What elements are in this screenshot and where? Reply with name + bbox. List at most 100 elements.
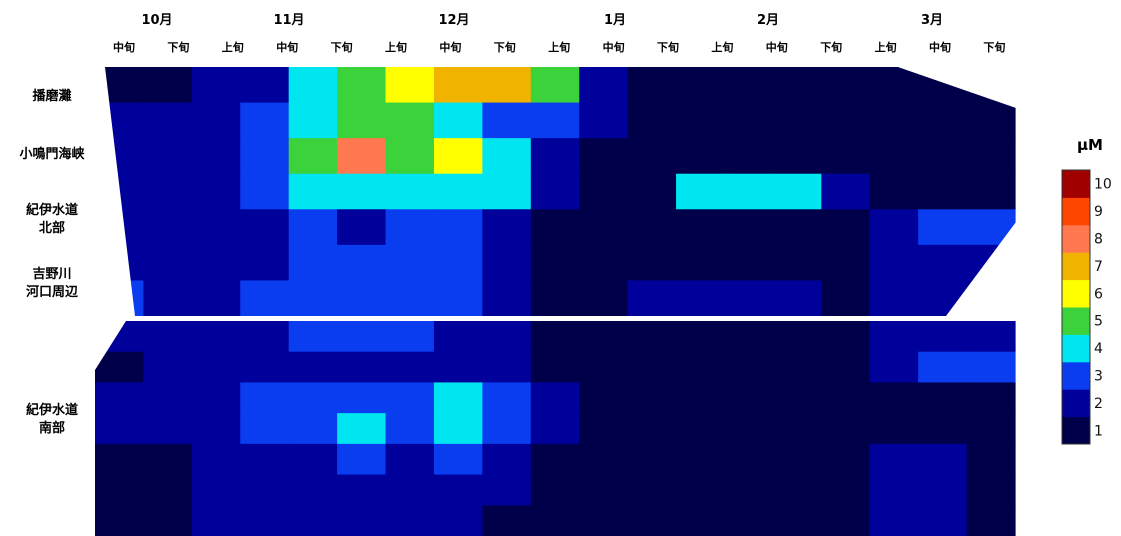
colorbar-swatch: [1062, 307, 1090, 335]
colorbar-swatch: [1062, 224, 1090, 253]
contour-cell: [966, 382, 1016, 414]
plot-edge-mask: [95, 67, 135, 316]
colorbar-swatch: [1062, 252, 1090, 281]
contour-cell: [676, 351, 726, 384]
dekad-label: 上旬: [385, 40, 407, 54]
contour-cell: [191, 173, 241, 210]
contour-cells: [95, 67, 1016, 536]
contour-cell: [240, 138, 290, 175]
contour-cell: [288, 413, 338, 445]
contour-cell: [288, 474, 338, 506]
contour-cell: [676, 67, 726, 104]
contour-cell: [482, 280, 532, 317]
contour-cell: [627, 209, 677, 246]
contour-cell: [240, 67, 290, 104]
contour-cell: [869, 443, 919, 476]
contour-cell: [530, 382, 580, 414]
contour-cell: [288, 382, 338, 414]
contour-cell: [143, 351, 193, 384]
contour-cell: [95, 474, 145, 506]
contour-cell: [772, 67, 822, 104]
contour-cell: [337, 505, 387, 536]
plot-masks: [95, 66, 1016, 370]
contour-cell: [433, 413, 483, 445]
contour-cell: [821, 102, 871, 139]
contour-cell: [337, 244, 387, 282]
plot-edge-mask: [95, 321, 126, 370]
colorbar-tick-label: 6: [1094, 286, 1103, 302]
month-label: 10月: [141, 13, 172, 28]
contour-cell: [288, 443, 338, 476]
contour-cell: [530, 474, 580, 506]
contour-cell: [724, 244, 774, 282]
contour-cell: [191, 505, 241, 536]
contour-cell: [433, 67, 483, 104]
contour-cell: [676, 138, 726, 175]
contour-cell: [191, 321, 241, 353]
contour-cell: [288, 244, 338, 282]
contour-cell: [240, 505, 290, 536]
contour-cell: [821, 474, 871, 506]
colorbar-tick-label: 9: [1094, 204, 1103, 220]
dekad-label: 中旬: [929, 40, 951, 54]
contour-cell: [288, 67, 338, 104]
contour-cell: [724, 102, 774, 139]
contour-cell: [772, 382, 822, 414]
contour-cell: [337, 382, 387, 414]
contour-cell: [385, 209, 435, 246]
contour-cell: [724, 474, 774, 506]
contour-cell: [966, 321, 1016, 353]
contour-cell: [530, 138, 580, 175]
contour-cell: [627, 102, 677, 139]
contour-cell: [579, 505, 629, 536]
contour-cell: [966, 505, 1016, 536]
dekad-label: 上旬: [875, 40, 897, 54]
contour-cell: [918, 443, 968, 476]
contour-cell: [676, 413, 726, 445]
contour-cell: [191, 413, 241, 445]
contour-cell: [143, 67, 193, 104]
contour-cell: [143, 102, 193, 139]
colorbar-frame: [1061, 169, 1091, 445]
contour-cell: [821, 351, 871, 384]
contour-cell: [821, 443, 871, 476]
contour-cell: [869, 505, 919, 536]
contour-cell: [918, 321, 968, 353]
contour-cell: [288, 280, 338, 317]
contour-cell: [240, 244, 290, 282]
contour-cell: [579, 413, 629, 445]
contour-cell: [433, 173, 483, 210]
colorbar-tick-label: 3: [1094, 369, 1103, 385]
contour-cell: [869, 382, 919, 414]
contour-cell: [385, 413, 435, 445]
contour-cell: [191, 443, 241, 476]
contour-cell: [385, 67, 435, 104]
contour-cell: [676, 280, 726, 317]
contour-cell: [240, 280, 290, 317]
contour-cell: [772, 351, 822, 384]
contour-cell: [433, 102, 483, 139]
contour-cell: [627, 382, 677, 414]
contour-cell: [530, 280, 580, 317]
contour-cell: [869, 474, 919, 506]
contour-cell: [579, 382, 629, 414]
contour-cell: [143, 505, 193, 536]
contour-cell: [772, 505, 822, 536]
contour-cell: [482, 505, 532, 536]
contour-cell: [433, 505, 483, 536]
dekad-label: 中旬: [766, 40, 788, 54]
contour-cell: [433, 382, 483, 414]
contour-cell: [191, 102, 241, 139]
contour-cell: [482, 413, 532, 445]
plot-edge-mask: [946, 222, 1016, 316]
month-label: 1月: [604, 13, 626, 28]
contour-cell: [724, 67, 774, 104]
contour-cell: [724, 209, 774, 246]
contour-cell: [772, 280, 822, 317]
contour-cell: [143, 321, 193, 353]
dekad-label: 下旬: [820, 40, 842, 54]
colorbar-tick-label: 7: [1094, 259, 1103, 275]
contour-cell: [530, 505, 580, 536]
contour-cell: [337, 443, 387, 476]
contour-cell: [918, 505, 968, 536]
